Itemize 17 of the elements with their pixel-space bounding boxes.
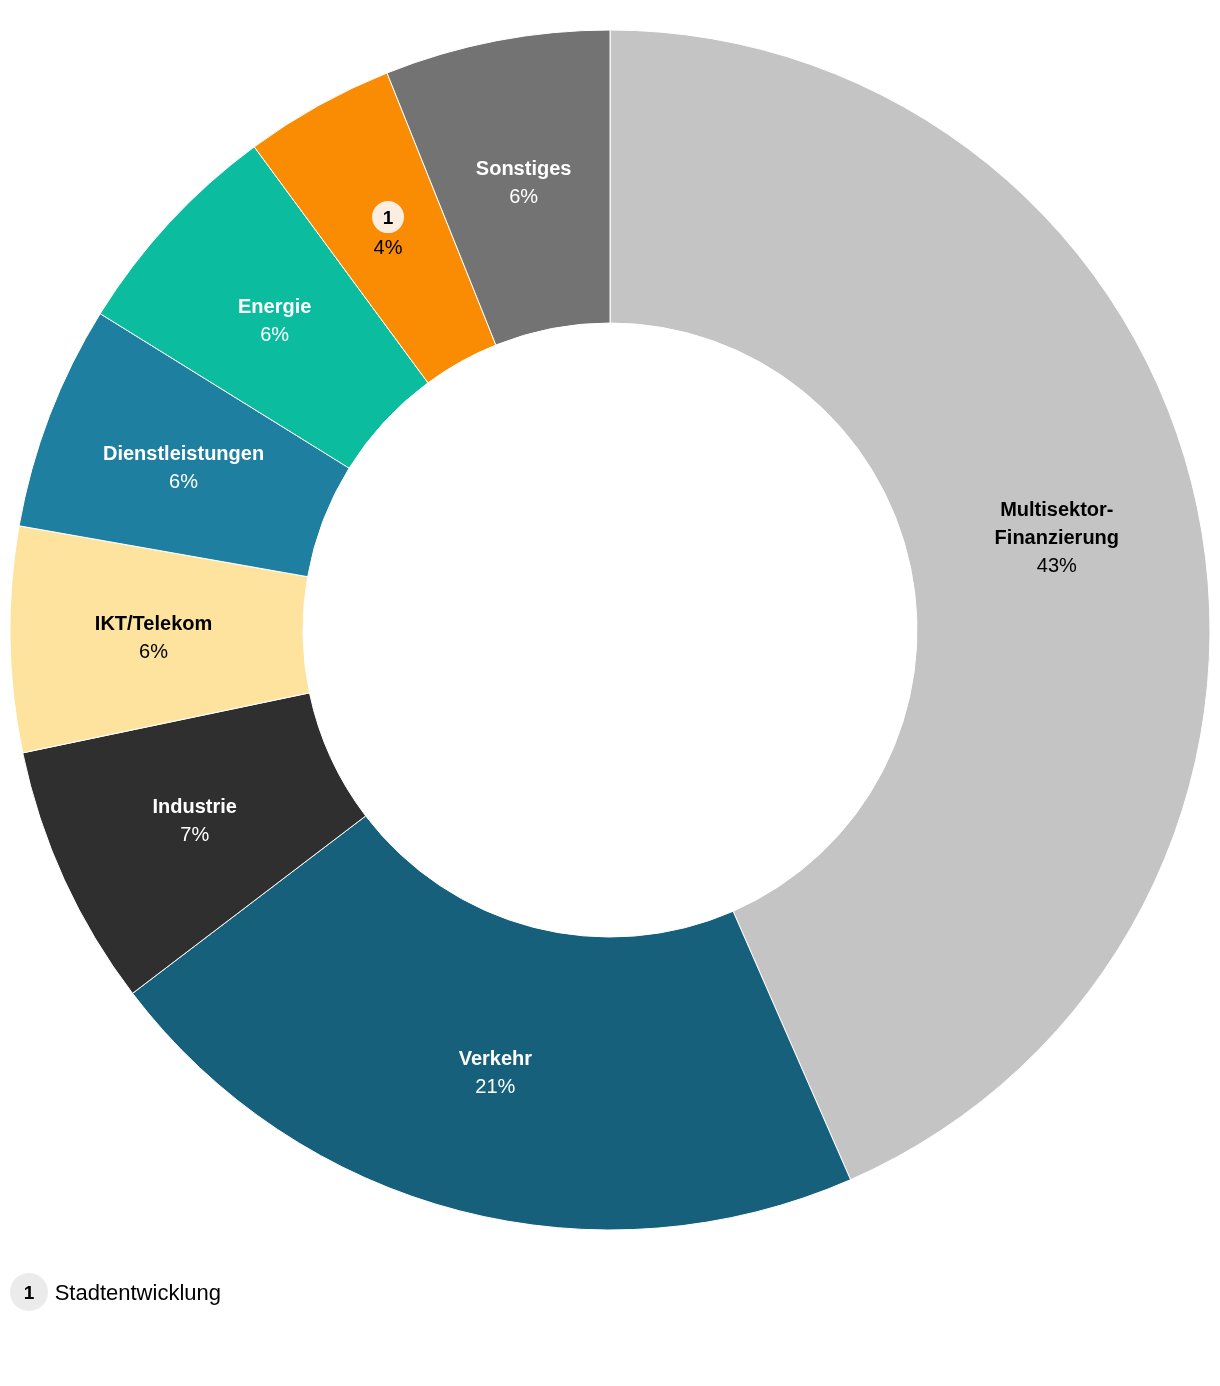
slice-label: Industrie bbox=[152, 794, 237, 817]
text: 1 Stadtentwicklung bbox=[23, 1279, 221, 1305]
data-label: 6% bbox=[509, 184, 539, 207]
slice-label: 1 bbox=[382, 206, 394, 228]
data-label: 7% bbox=[180, 822, 210, 845]
data-label: 6% bbox=[169, 470, 199, 493]
data-label: 21% bbox=[475, 1074, 516, 1097]
slice-label: Sonstiges bbox=[475, 156, 572, 179]
slice-label: Dienstleistungen bbox=[102, 442, 265, 465]
data-label: 6% bbox=[139, 640, 169, 663]
slice-label: Energie bbox=[237, 295, 312, 318]
slice-label: Verkehr bbox=[458, 1046, 533, 1069]
data-label: 6% bbox=[260, 323, 290, 346]
slice-label: IKT/Telekom bbox=[94, 612, 213, 635]
slice-label: Multisektor-Finanzierung bbox=[994, 497, 1120, 548]
data-label: 4% bbox=[373, 236, 403, 259]
data-label: 43% bbox=[1036, 553, 1078, 576]
